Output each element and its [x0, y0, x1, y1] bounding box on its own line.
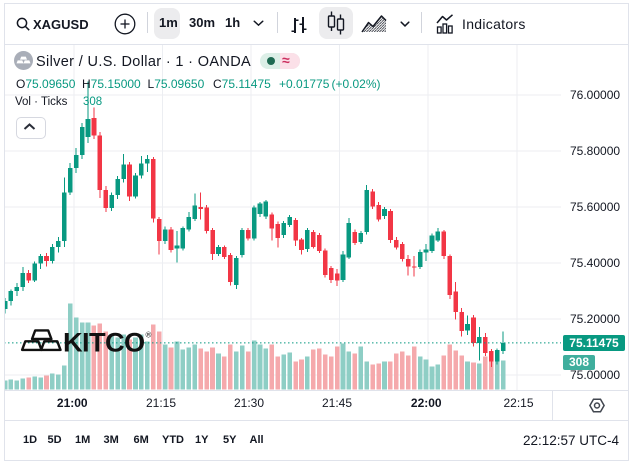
svg-text:KITCO: KITCO: [63, 327, 145, 358]
svg-text:®: ®: [146, 331, 152, 340]
